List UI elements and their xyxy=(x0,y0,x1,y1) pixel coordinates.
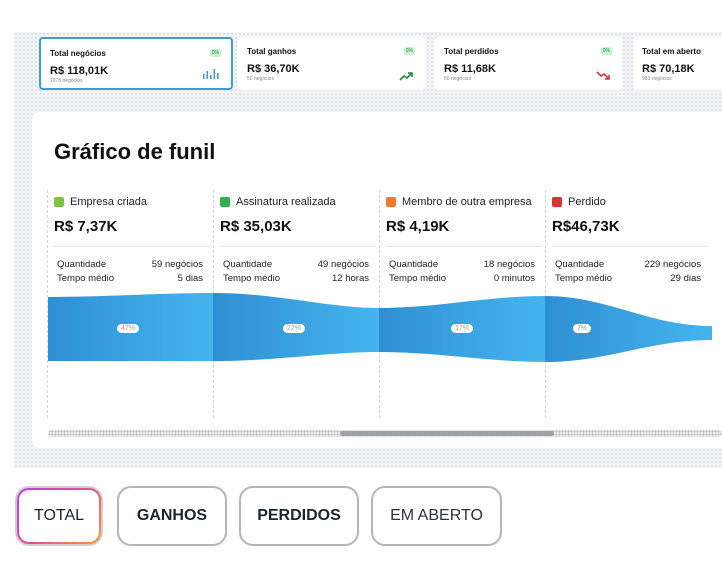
time-label: Tempo médio xyxy=(555,273,613,284)
stage-color-square xyxy=(54,197,64,207)
kpi-subtitle: 50 negócios xyxy=(444,76,471,82)
funnel-card xyxy=(32,112,722,448)
stage-name: Assinatura realizada xyxy=(236,196,336,208)
time-label: Tempo médio xyxy=(223,273,281,284)
kpi-card-em-aberto[interactable]: Total em aberto R$ 70,18K 983 negócios xyxy=(633,37,722,90)
funnel-segment-4 xyxy=(545,296,712,362)
stage-color-square xyxy=(552,197,562,207)
stage-separator xyxy=(386,246,542,247)
stage-color-square xyxy=(220,197,230,207)
qty-value: 49 negócios xyxy=(317,259,369,270)
kpi-subtitle: 1078 negócios xyxy=(50,78,83,84)
funnel-shape xyxy=(48,293,712,362)
stage-separator xyxy=(220,246,376,247)
trend-down-icon xyxy=(596,71,610,80)
qty-value: 229 negócios xyxy=(644,259,701,270)
kpi-value: R$ 118,01K xyxy=(50,65,109,77)
funnel-stage-perdido: Perdido R$46,73K Quantidade 229 negócios … xyxy=(545,190,711,286)
stage-divider xyxy=(379,190,380,418)
funnel-stage-membro-outra-empresa: Membro de outra empresa R$ 4,19K Quantid… xyxy=(379,190,545,286)
qty-label: Quantidade xyxy=(57,259,107,270)
time-value: 12 horas xyxy=(332,273,369,284)
stage-color-square xyxy=(386,197,396,207)
qty-label: Quantidade xyxy=(223,259,273,270)
stage-divider xyxy=(47,190,48,418)
stage-percentage: 7% xyxy=(572,324,592,333)
stage-name: Empresa criada xyxy=(70,196,148,208)
stage-value: R$ 35,03K xyxy=(220,218,292,235)
stage-separator xyxy=(552,246,708,247)
stage-percentage: 47% xyxy=(116,324,140,333)
kpi-title: Total ganhos xyxy=(247,47,297,56)
tab-ganhos[interactable]: GANHOS xyxy=(117,486,227,546)
funnel-stage-empresa-criada: Empresa criada R$ 7,37K Quantidade 59 neg… xyxy=(47,190,213,286)
kpi-subtitle: 983 negócios xyxy=(642,76,672,82)
kpi-value: R$ 11,68K xyxy=(444,63,496,75)
tab-em-aberto[interactable]: EM ABERTO xyxy=(371,486,502,546)
kpi-badge: 0% xyxy=(600,47,612,55)
kpi-title: Total perdidos xyxy=(444,47,499,56)
kpi-subtitle: 50 negócios xyxy=(247,76,274,82)
stage-separator xyxy=(54,246,210,247)
tab-label: PERDIDOS xyxy=(257,507,341,524)
funnel-stage-assinatura-realizada: Assinatura realizada R$ 35,03K Quantidad… xyxy=(213,190,379,286)
stage-percentage: 17% xyxy=(450,324,474,333)
stage-name: Membro de outra empresa xyxy=(402,196,532,208)
bar-chart-icon xyxy=(203,69,219,79)
qty-label: Quantidade xyxy=(389,259,439,270)
stage-percentage: 22% xyxy=(282,324,306,333)
tab-label: GANHOS xyxy=(136,507,208,524)
stage-value: R$46,73K xyxy=(552,218,620,235)
kpi-title: Total negócios xyxy=(50,49,106,58)
qty-label: Quantidade xyxy=(555,259,605,270)
time-value: 0 minutos xyxy=(493,273,535,284)
funnel-title: Gráfico de funil xyxy=(54,139,216,164)
time-value: 5 dias xyxy=(177,273,203,284)
scrollbar-thumb[interactable] xyxy=(340,431,554,436)
tab-perdidos[interactable]: PERDIDOS xyxy=(239,486,359,546)
kpi-badge: 0% xyxy=(403,47,415,55)
kpi-value: R$ 36,70K xyxy=(247,63,300,75)
kpi-title: Total em aberto xyxy=(642,47,701,56)
time-label: Tempo médio xyxy=(389,273,447,284)
kpi-card-perdidos[interactable]: Total perdidos 0% R$ 11,68K 50 negócios xyxy=(435,37,622,90)
stage-value: R$ 7,37K xyxy=(54,218,118,235)
stage-value: R$ 4,19K xyxy=(386,218,450,235)
qty-value: 59 negócios xyxy=(151,259,203,270)
kpi-card-total[interactable]: Total negócios 0% R$ 118,01K 1078 negóci… xyxy=(39,37,233,90)
tab-total[interactable]: TOTAL xyxy=(15,486,103,546)
time-value: 29 dias xyxy=(670,273,701,284)
tab-label: EM ABERTO xyxy=(390,507,483,524)
qty-value: 18 negócios xyxy=(483,259,535,270)
trend-up-icon xyxy=(399,72,413,81)
tab-label: TOTAL xyxy=(17,488,101,544)
kpi-card-ganhos[interactable]: Total ganhos 0% R$ 36,70K 50 negócios xyxy=(238,37,425,90)
kpi-badge: 0% xyxy=(209,49,221,57)
time-label: Tempo médio xyxy=(57,273,115,284)
kpi-value: R$ 70,18K xyxy=(642,63,695,75)
stage-name: Perdido xyxy=(568,196,606,208)
